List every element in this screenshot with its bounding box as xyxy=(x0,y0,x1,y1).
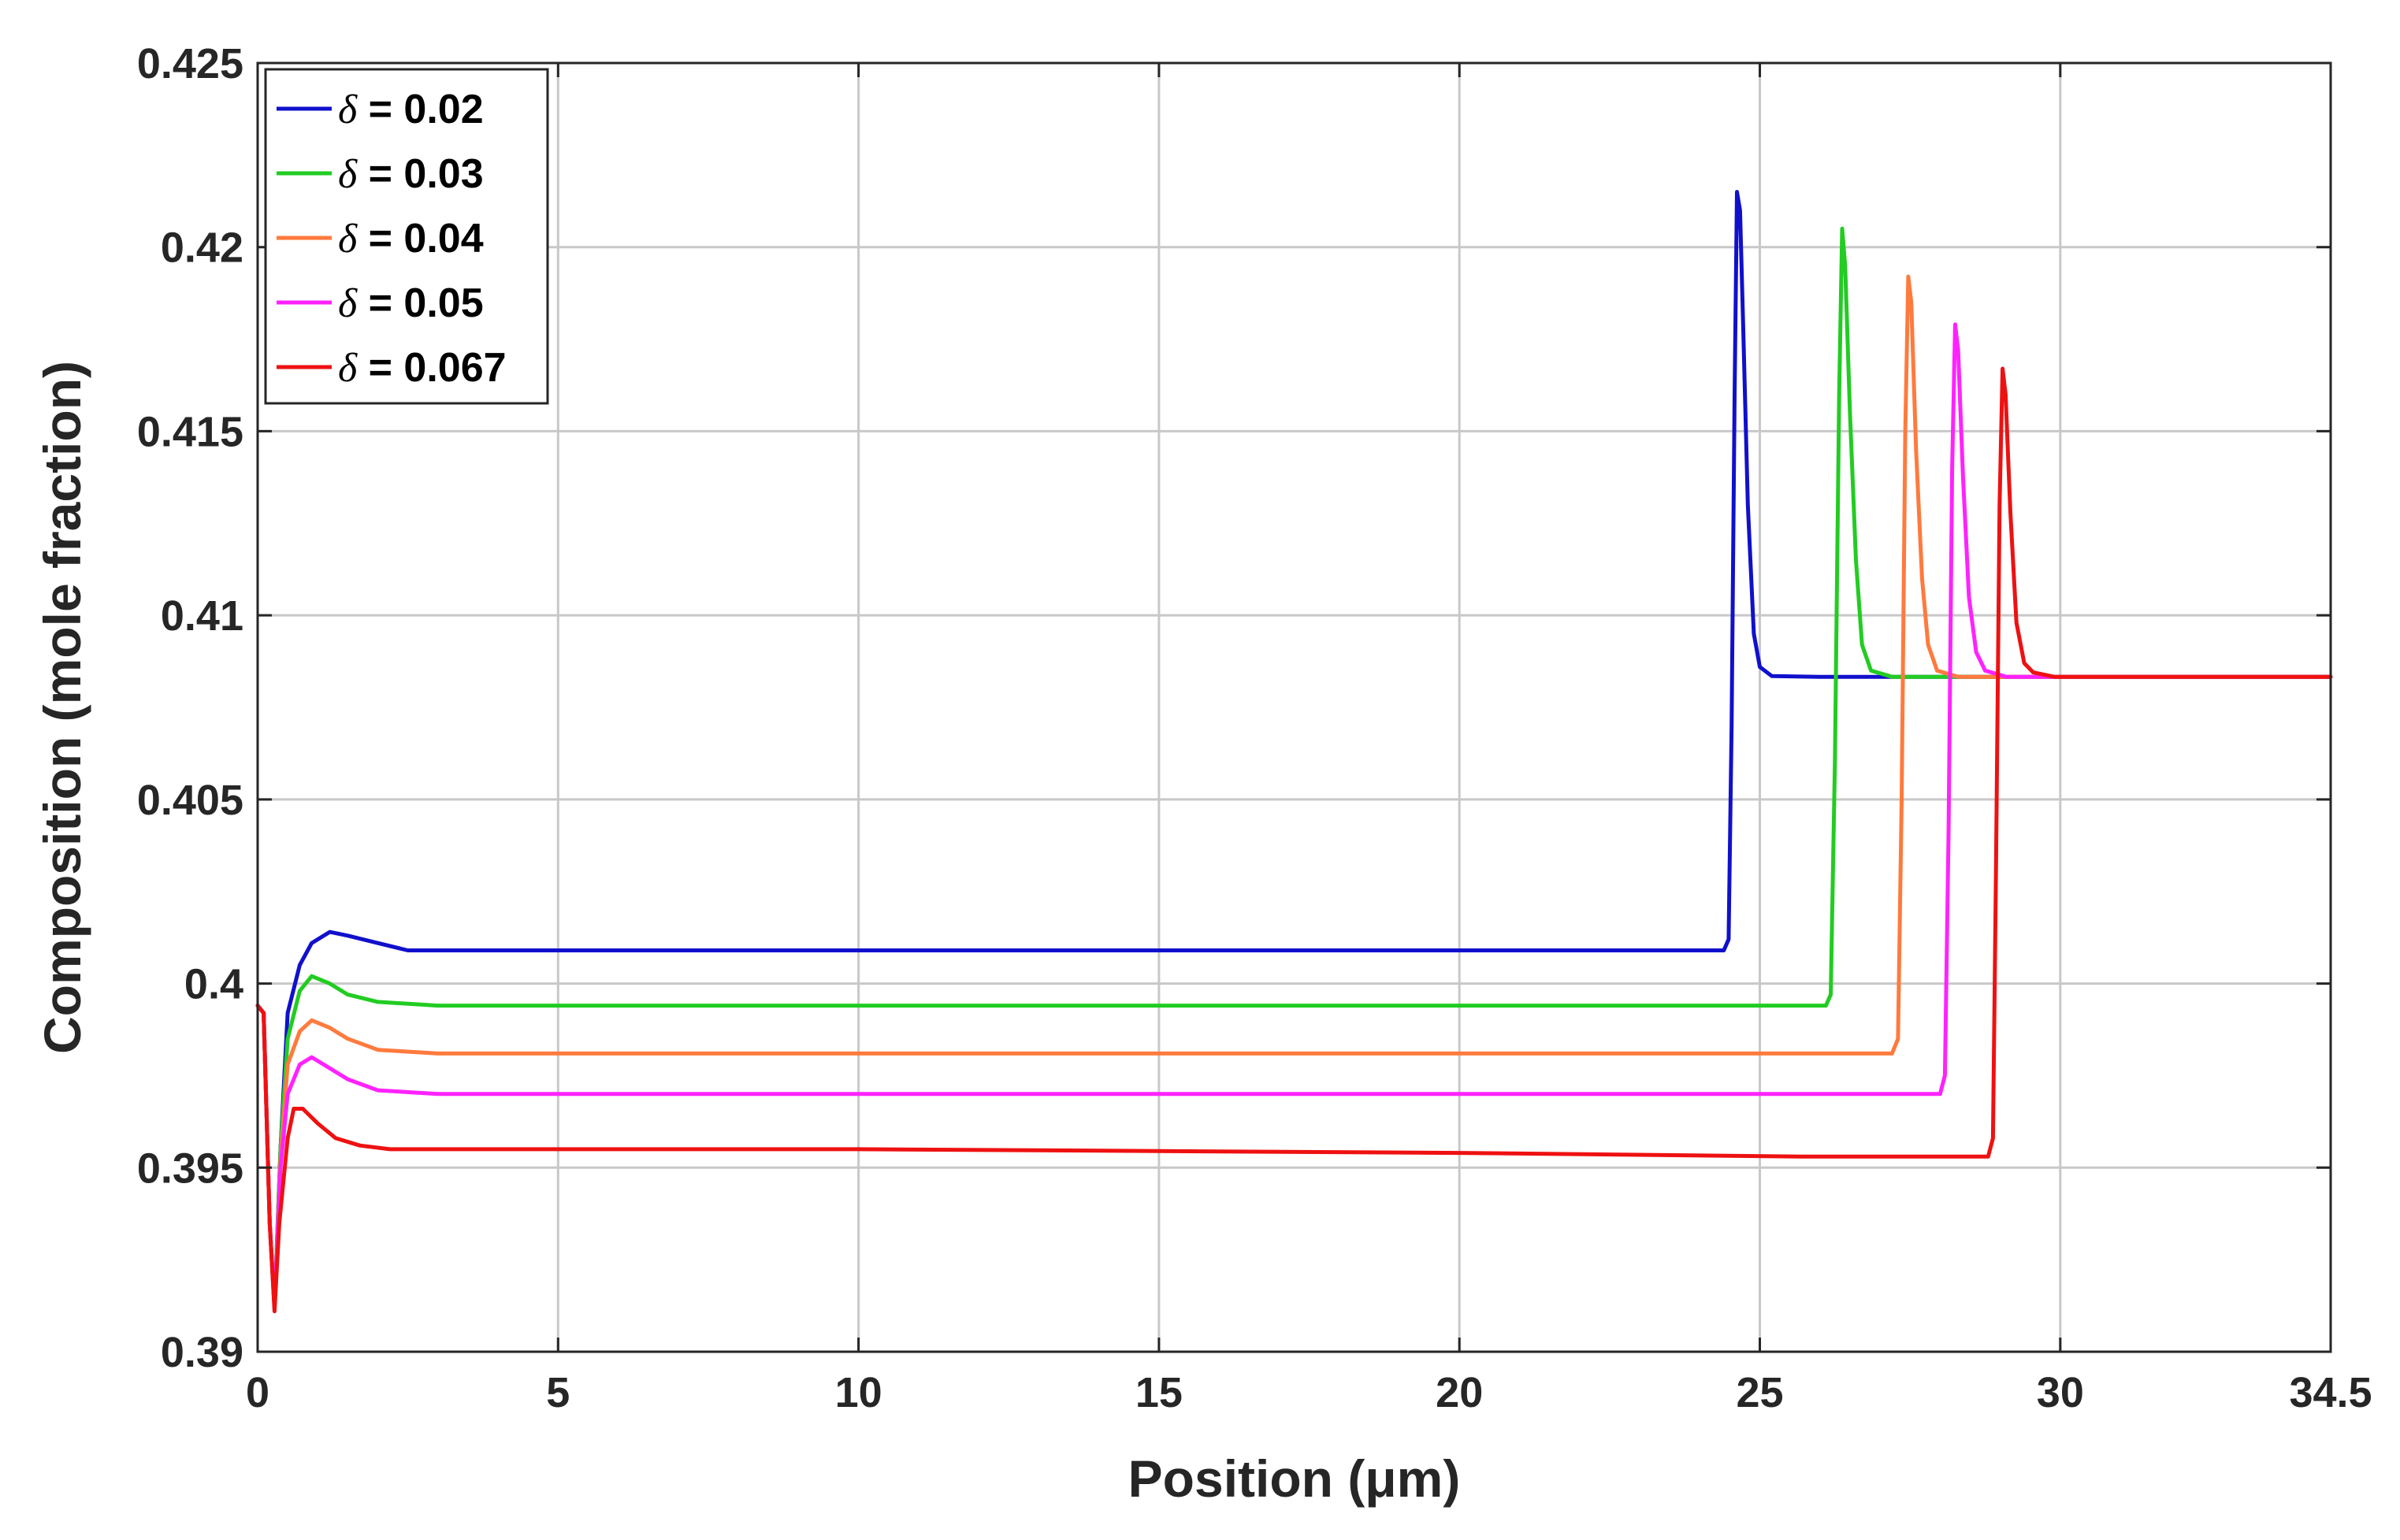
y-tick-label: 0.395 xyxy=(137,1145,243,1192)
legend-label: δ = 0.03 xyxy=(338,151,484,197)
legend-value: = 0.05 xyxy=(357,280,483,326)
legend-symbol: δ xyxy=(338,152,358,197)
y-tick-label: 0.42 xyxy=(161,225,243,272)
y-tick-label: 0.405 xyxy=(137,777,243,824)
legend-value: = 0.04 xyxy=(357,216,484,262)
legend-label: δ = 0.04 xyxy=(338,216,484,262)
legend-symbol: δ xyxy=(338,217,358,262)
legend-label: δ = 0.05 xyxy=(338,280,484,326)
gridlines xyxy=(258,63,2331,1352)
x-axis-title: Position (μm) xyxy=(1128,1449,1461,1508)
legend: δ = 0.02δ = 0.03δ = 0.04δ = 0.05δ = 0.06… xyxy=(264,68,549,405)
y-tick-label: 0.415 xyxy=(137,408,243,455)
y-tick-label: 0.39 xyxy=(161,1329,243,1376)
y-tick-label: 0.41 xyxy=(161,592,243,640)
series-line-1 xyxy=(255,190,2333,1310)
y-tick-label: 0.425 xyxy=(137,40,243,87)
x-tick-label: 20 xyxy=(1436,1369,1483,1416)
legend-value: = 0.067 xyxy=(357,345,506,391)
legend-symbol: δ xyxy=(338,346,358,391)
legend-value: = 0.03 xyxy=(357,151,483,197)
x-tick-label: 15 xyxy=(1135,1369,1183,1416)
x-tick-label: 34.5 xyxy=(2289,1369,2372,1416)
legend-label: δ = 0.067 xyxy=(338,345,507,391)
x-tick-label: 0 xyxy=(246,1369,269,1416)
plot-series xyxy=(255,190,2333,1314)
legend-value: = 0.02 xyxy=(357,87,483,132)
axis-ticks: 0 5 10 15 20 25 30 34.5 0.39 0.395 0.4 0.405 0.41 0.4… xyxy=(137,40,2372,1416)
y-axis-title: Composition (mole fraction) xyxy=(33,361,91,1054)
series-line-5 xyxy=(255,366,2333,1314)
legend-label: δ = 0.02 xyxy=(338,87,484,132)
series-line-4 xyxy=(255,322,2333,1310)
legend-symbol: δ xyxy=(338,281,358,326)
axes-frame xyxy=(256,61,2332,1353)
x-tick-label: 10 xyxy=(835,1369,882,1416)
series-line-2 xyxy=(255,226,2333,1310)
legend-symbol: δ xyxy=(338,87,358,132)
x-tick-label: 30 xyxy=(2037,1369,2084,1416)
x-tick-label: 25 xyxy=(1736,1369,1783,1416)
y-tick-label: 0.4 xyxy=(184,961,243,1008)
x-tick-label: 5 xyxy=(546,1369,570,1416)
